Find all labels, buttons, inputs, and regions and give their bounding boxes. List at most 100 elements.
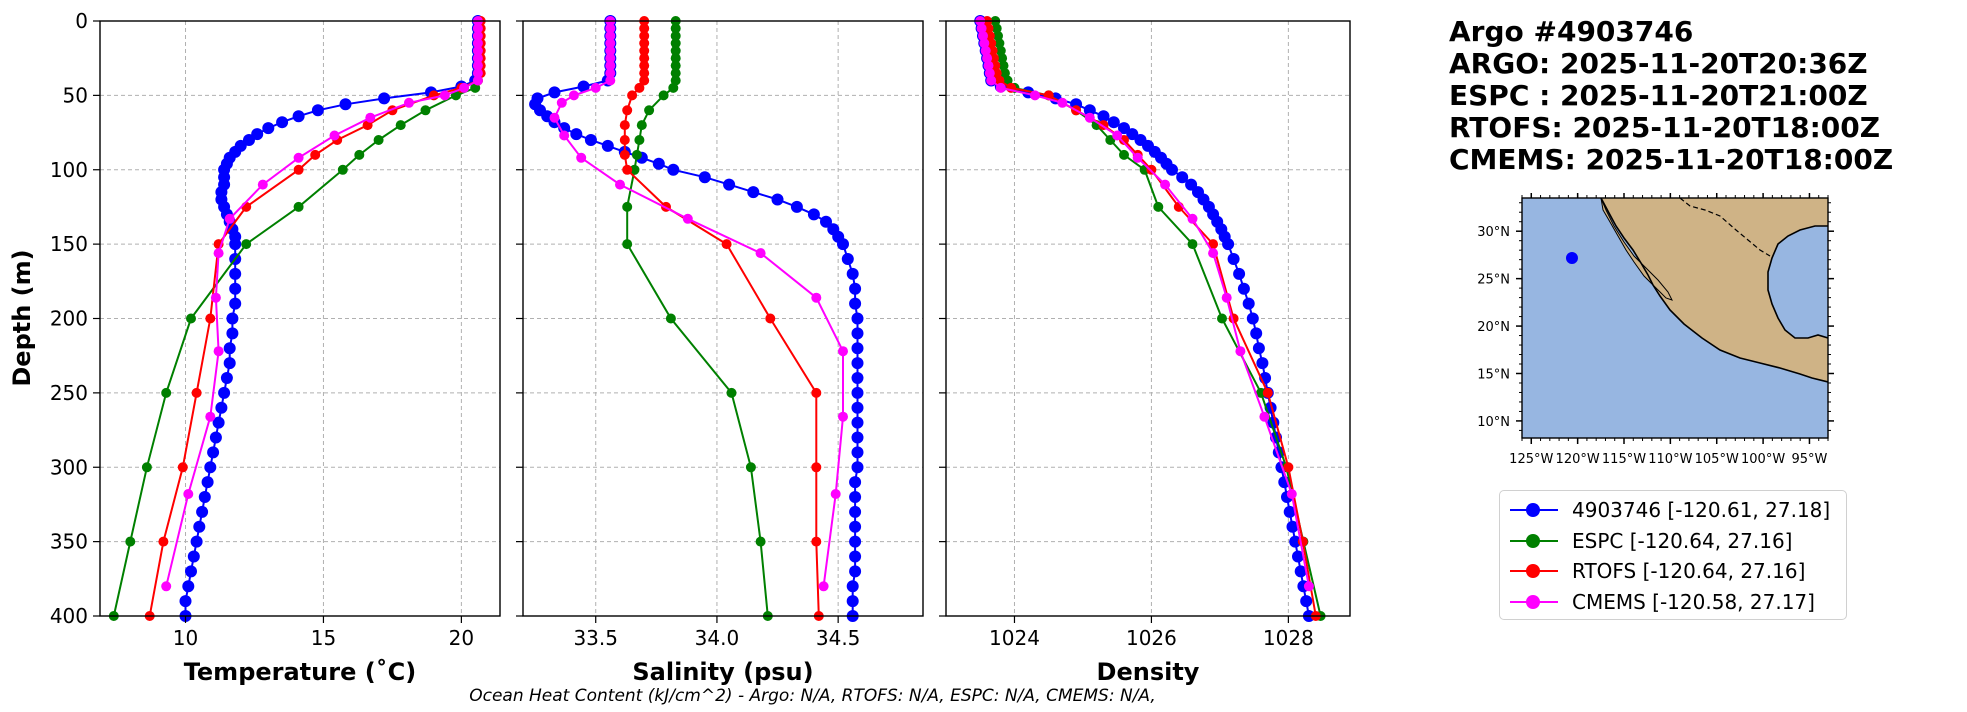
salinity-series-espc-point bbox=[670, 53, 681, 64]
temperature-series-espc-point bbox=[337, 164, 348, 175]
temperature-series-cmems-point bbox=[210, 292, 221, 303]
salinity-series-4903746-point bbox=[820, 215, 832, 228]
salinity-series-rtofs-point bbox=[639, 75, 650, 86]
salinity-series-cmems-point bbox=[605, 23, 616, 34]
temperature-xtick-label: 10 bbox=[173, 626, 198, 650]
temperature-series-rtofs-point bbox=[241, 201, 252, 212]
salinity-series-4903746-point bbox=[851, 461, 864, 474]
temperature-series-cmems-point bbox=[472, 60, 483, 71]
legend-entry-argo: 4903746 [-120.61, 27.18] bbox=[1500, 495, 1846, 526]
salinity-series-4903746-point bbox=[841, 253, 854, 265]
salinity-series-rtofs-point bbox=[721, 239, 732, 250]
salinity-series-4903746-point bbox=[846, 580, 859, 593]
depth-ytick-label: 150 bbox=[50, 232, 88, 256]
density-series-cmems-point bbox=[984, 68, 995, 79]
salinity-series-rtofs-point bbox=[765, 313, 776, 324]
salinity-series-cmems-point bbox=[682, 213, 693, 224]
salinity-series-rtofs-point bbox=[639, 60, 650, 71]
temperature-series-cmems-point bbox=[213, 346, 224, 357]
density-series-cmems-point bbox=[1160, 179, 1171, 190]
salinity-series-cmems-point bbox=[605, 30, 616, 41]
salinity-series-rtofs-point bbox=[639, 68, 650, 79]
density-series-cmems-point bbox=[983, 60, 994, 71]
density-series-4903746-point bbox=[1252, 342, 1265, 355]
density-series-4903746-point bbox=[1237, 282, 1250, 295]
salinity-series-cmems-point bbox=[605, 38, 616, 49]
map-lon-label: 125°W bbox=[1509, 452, 1553, 467]
density-series-rtofs-point bbox=[1208, 239, 1219, 250]
temperature-series-espc-point bbox=[186, 313, 196, 324]
temperature-series-4903746-point bbox=[220, 372, 233, 384]
temperature-series-espc-point bbox=[354, 149, 365, 160]
temperature-series-4903746-point bbox=[339, 98, 352, 111]
density-series-cmems-point bbox=[1259, 411, 1270, 422]
temperature-series-cmems-point bbox=[161, 581, 172, 592]
temperature-series-4903746-point bbox=[190, 535, 203, 548]
temperature-series-4903746-point bbox=[215, 401, 228, 414]
salinity-series-4903746-point bbox=[771, 193, 784, 206]
salinity-series-espc-point bbox=[670, 45, 681, 56]
density-series-rtofs-point bbox=[1262, 387, 1273, 398]
temperature-series-4903746-point bbox=[378, 92, 391, 105]
temperature-series-espc-point bbox=[293, 201, 304, 212]
salinity-series-cmems-point bbox=[568, 90, 579, 101]
map-land-mexico bbox=[1601, 198, 1828, 382]
density-series-4903746-point bbox=[1292, 550, 1304, 563]
temperature-series-espc-point bbox=[395, 120, 406, 131]
legend-entry-espc: ESPC [-120.64, 27.16] bbox=[1500, 526, 1846, 557]
temperature-series-4903746-point bbox=[243, 134, 255, 146]
density-series-cmems-line bbox=[979, 20, 1310, 587]
salinity-series-rtofs-point bbox=[639, 38, 650, 49]
temperature-series-cmems-point bbox=[205, 411, 216, 422]
salinity-series-4903746-point bbox=[849, 297, 862, 310]
density-series-cmems-point bbox=[976, 23, 987, 34]
salinity-series-4903746-point bbox=[846, 595, 859, 608]
temperature-series-rtofs-point bbox=[205, 313, 216, 324]
map-lon-label: 115°W bbox=[1602, 452, 1646, 467]
density-series-cmems-point bbox=[1084, 112, 1095, 123]
density-series-cmems-point bbox=[1208, 248, 1219, 259]
density-series-espc-point bbox=[994, 38, 1005, 49]
salinity-series-espc-point bbox=[670, 38, 681, 49]
density-series-espc-point bbox=[993, 30, 1003, 41]
salinity-series-cmems-point bbox=[605, 45, 616, 56]
density-series-cmems-point bbox=[1112, 130, 1123, 141]
density-series-espc-point bbox=[1119, 149, 1129, 160]
salinity-series-cmems-point bbox=[615, 179, 625, 190]
depth-ytick-label: 250 bbox=[50, 381, 88, 405]
temperature-series-4903746-point bbox=[226, 312, 239, 325]
salinity-series-espc-point bbox=[636, 120, 647, 131]
density-series-espc-point bbox=[1187, 239, 1198, 250]
density-series-4903746-point bbox=[1283, 505, 1296, 518]
depth-ytick-label: 200 bbox=[50, 307, 88, 331]
argo-float-marker bbox=[1565, 251, 1578, 264]
density-series-rtofs-point bbox=[994, 75, 1005, 86]
density-series-cmems-point bbox=[1303, 581, 1314, 592]
salinity-series-rtofs-point bbox=[627, 90, 638, 101]
density-series-espc-point bbox=[1217, 313, 1227, 324]
depth-y-label: Depth (m) bbox=[8, 249, 36, 386]
temperature-series-cmems-point bbox=[472, 38, 483, 49]
density-series-4903746-point bbox=[1246, 312, 1259, 325]
salinity-series-cmems-point bbox=[605, 75, 616, 86]
density-series-4903746-point bbox=[1227, 253, 1240, 265]
salinity-series-4903746-point bbox=[698, 171, 711, 184]
density-series-espc-point bbox=[998, 60, 1009, 71]
salinity-series-rtofs-point bbox=[639, 45, 650, 56]
temperature-series-rtofs-point bbox=[191, 387, 202, 398]
salinity-series-espc-point bbox=[631, 149, 642, 160]
legend-marker-argo bbox=[1508, 500, 1560, 520]
density-series-cmems-point bbox=[982, 53, 993, 64]
density-xtick-label: 1024 bbox=[989, 626, 1040, 650]
temperature-series-cmems-point bbox=[472, 23, 483, 34]
salinity-series-4903746-point bbox=[790, 200, 803, 213]
density-series-4903746-point bbox=[1097, 110, 1110, 123]
salinity-series-espc-point bbox=[668, 82, 679, 93]
density-series-4903746-point bbox=[1242, 297, 1255, 310]
map-lon-label: 100°W bbox=[1741, 452, 1785, 467]
salinity-series-4903746-line bbox=[533, 21, 859, 616]
temperature-series-cmems-point bbox=[472, 68, 483, 79]
salinity-series-cmems-point bbox=[576, 152, 587, 163]
salinity-series-4903746-point bbox=[846, 267, 859, 280]
salinity-x-label: Salinity (psu) bbox=[632, 658, 813, 686]
